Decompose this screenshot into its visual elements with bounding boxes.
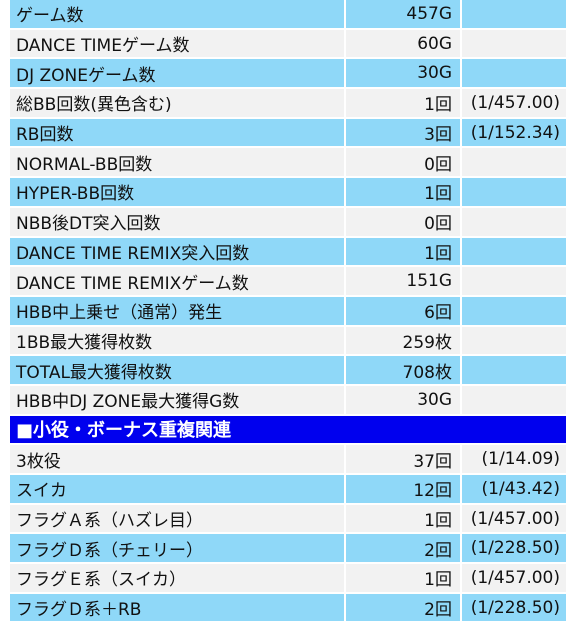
stats-table-body: ゲーム数 457G DANCE TIMEゲーム数 60G DJ ZONEゲーム数 30G 総… — [10, 0, 566, 624]
stat-ratio: (1/43.42) — [460, 475, 566, 505]
stat-row: スイカ 12回 (1/43.42) — [10, 475, 566, 505]
stat-label: HBB中DJ ZONE最大獲得G数 — [10, 385, 344, 416]
stat-value: 708枚 — [344, 356, 460, 386]
stat-ratio — [460, 267, 566, 297]
stat-ratio: (1/228.50) — [460, 593, 566, 624]
stat-ratio — [460, 356, 566, 386]
stat-value: 60G — [344, 29, 460, 60]
stat-ratio: (1/152.34) — [460, 118, 566, 149]
stat-value: 6回 — [344, 296, 460, 327]
stat-value: 3回 — [344, 118, 460, 149]
stat-ratio — [460, 148, 566, 179]
stat-ratio — [460, 385, 566, 416]
stat-row: 3枚役 37回 (1/14.09) — [10, 445, 566, 475]
stat-ratio — [460, 29, 566, 60]
stat-label: HBB中上乗せ（通常）発生 — [10, 296, 344, 327]
stat-row: フラグＥ系（スイカ） 1回 (1/457.00) — [10, 564, 566, 594]
section-header-row: ■小役・ボーナス重複関連 — [10, 415, 566, 446]
stat-row: HYPER-BB回数 1回 — [10, 178, 566, 208]
stat-label: DANCE TIME REMIXゲーム数 — [10, 267, 344, 297]
stat-row: RB回数 3回 (1/152.34) — [10, 118, 566, 149]
stat-label: スイカ — [10, 475, 344, 505]
stat-row: フラグＤ系＋RB 2回 (1/228.50) — [10, 593, 566, 624]
stat-value: 151G — [344, 267, 460, 297]
stat-value: 259枚 — [344, 326, 460, 357]
stat-value: 1回 — [344, 178, 460, 208]
stat-row: HBB中DJ ZONE最大獲得G数 30G — [10, 385, 566, 416]
stat-label: フラグＡ系（ハズレ目） — [10, 504, 344, 535]
stat-label: 総BB回数(異色含む) — [10, 89, 344, 119]
stat-row: NBB後DT突入回数 0回 — [10, 207, 566, 238]
stat-ratio — [460, 0, 566, 30]
stat-ratio: (1/457.00) — [460, 89, 566, 119]
stat-ratio: (1/14.09) — [460, 445, 566, 475]
stat-ratio — [460, 178, 566, 208]
stat-row: DANCE TIME REMIXゲーム数 151G — [10, 267, 566, 297]
stat-ratio — [460, 326, 566, 357]
stat-value: 30G — [344, 59, 460, 90]
stat-ratio: (1/228.50) — [460, 534, 566, 565]
stat-row: TOTAL最大獲得枚数 708枚 — [10, 356, 566, 386]
stat-label: HYPER-BB回数 — [10, 178, 344, 208]
stat-label: RB回数 — [10, 118, 344, 149]
stat-value: 1回 — [344, 564, 460, 594]
stat-value: 37回 — [344, 445, 460, 475]
stat-label: NBB後DT突入回数 — [10, 207, 344, 238]
stat-value: 457G — [344, 0, 460, 30]
stat-row: NORMAL-BB回数 0回 — [10, 148, 566, 179]
section-title: ■小役・ボーナス重複関連 — [10, 415, 566, 446]
stat-label: DANCE TIMEゲーム数 — [10, 29, 344, 60]
stat-ratio — [460, 237, 566, 268]
stat-row: 1BB最大獲得枚数 259枚 — [10, 326, 566, 357]
stat-label: NORMAL-BB回数 — [10, 148, 344, 179]
stat-value: 1回 — [344, 237, 460, 268]
stat-label: 3枚役 — [10, 445, 344, 475]
stat-ratio — [460, 207, 566, 238]
stat-label: フラグＤ系（チェリー） — [10, 534, 344, 565]
stat-label: DJ ZONEゲーム数 — [10, 59, 344, 90]
stat-ratio — [460, 59, 566, 90]
stat-row: DANCE TIMEゲーム数 60G — [10, 29, 566, 60]
stat-label: 1BB最大獲得枚数 — [10, 326, 344, 357]
stat-row: ゲーム数 457G — [10, 0, 566, 30]
stat-value: 1回 — [344, 89, 460, 119]
stat-row: HBB中上乗せ（通常）発生 6回 — [10, 296, 566, 327]
stat-label: フラグＥ系（スイカ） — [10, 564, 344, 594]
stat-ratio: (1/457.00) — [460, 564, 566, 594]
stat-label: フラグＤ系＋RB — [10, 593, 344, 624]
stat-value: 1回 — [344, 504, 460, 535]
stat-label: TOTAL最大獲得枚数 — [10, 356, 344, 386]
stats-sheet: ゲーム数 457G DANCE TIMEゲーム数 60G DJ ZONEゲーム数 30G 総… — [10, 0, 566, 624]
stats-table: ゲーム数 457G DANCE TIMEゲーム数 60G DJ ZONEゲーム数 30G 総… — [10, 0, 566, 624]
stat-ratio: (1/457.00) — [460, 504, 566, 535]
stat-row: フラグＤ系（チェリー） 2回 (1/228.50) — [10, 534, 566, 565]
stat-value: 2回 — [344, 534, 460, 565]
stat-value: 2回 — [344, 593, 460, 624]
stat-row: DJ ZONEゲーム数 30G — [10, 59, 566, 90]
stat-label: ゲーム数 — [10, 0, 344, 30]
stat-ratio — [460, 296, 566, 327]
stat-row: フラグＡ系（ハズレ目） 1回 (1/457.00) — [10, 504, 566, 535]
stat-value: 0回 — [344, 148, 460, 179]
stat-row: 総BB回数(異色含む) 1回 (1/457.00) — [10, 89, 566, 119]
stat-value: 30G — [344, 385, 460, 416]
stat-value: 12回 — [344, 475, 460, 505]
stat-row: DANCE TIME REMIX突入回数 1回 — [10, 237, 566, 268]
stat-label: DANCE TIME REMIX突入回数 — [10, 237, 344, 268]
stat-value: 0回 — [344, 207, 460, 238]
